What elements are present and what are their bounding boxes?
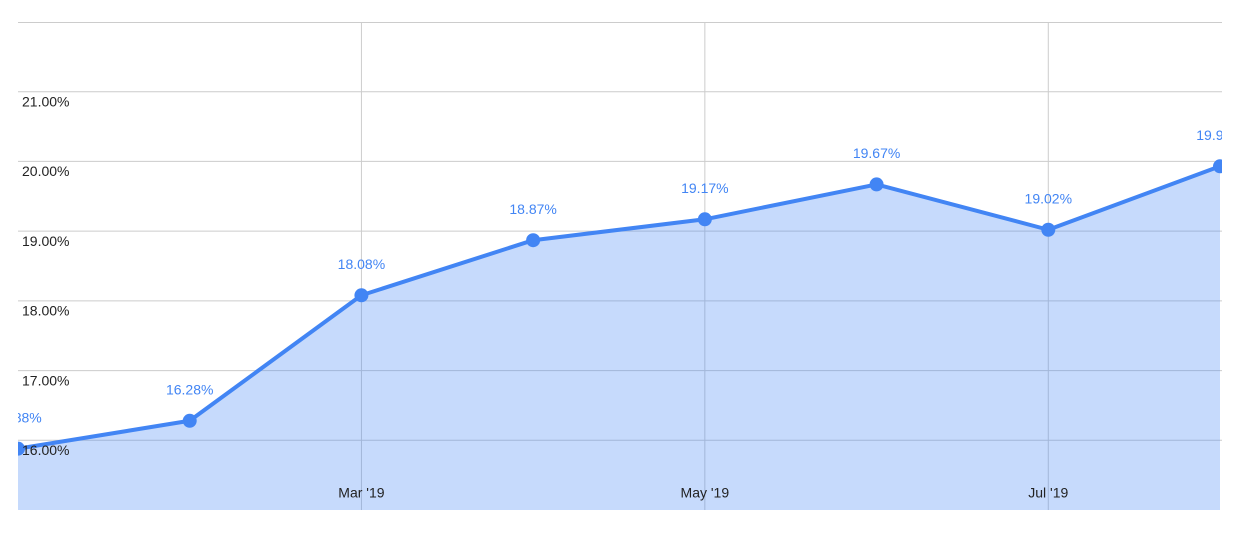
area-fill — [18, 166, 1220, 510]
y-tick-label: 20.00% — [22, 163, 69, 179]
y-tick-label: 18.00% — [22, 303, 69, 319]
point — [182, 413, 197, 428]
y-tick-label: 21.00% — [22, 93, 69, 109]
data-label: 19.02% — [1025, 190, 1072, 206]
data-label: 19.67% — [853, 145, 900, 161]
y-tick-label: 19.00% — [22, 233, 69, 249]
data-label: 15.88% — [0, 409, 42, 425]
y-tick-label: 17.00% — [22, 372, 69, 388]
point — [697, 212, 712, 227]
x-tick-label: Jul '19 — [1028, 485, 1068, 501]
point — [869, 177, 884, 192]
line — [18, 164, 1221, 451]
point — [1041, 222, 1056, 237]
x-tick-label: Mar '19 — [338, 485, 384, 501]
data-label: 16.28% — [166, 381, 213, 397]
data-label: 19.93% — [1196, 127, 1243, 143]
data-label: 19.17% — [681, 180, 728, 196]
point — [526, 233, 541, 248]
plot-area: 15.88% 16.28% 18.08% 18.87% 19.17% 19.67% 19.0… — [0, 22, 1243, 510]
point — [1213, 159, 1222, 174]
data-label: 18.87% — [509, 201, 556, 217]
x-tick-label: May '19 — [681, 485, 730, 501]
point — [18, 441, 25, 456]
data-label: 18.08% — [338, 256, 385, 272]
point — [354, 288, 369, 303]
y-tick-label: 16.00% — [22, 442, 69, 458]
